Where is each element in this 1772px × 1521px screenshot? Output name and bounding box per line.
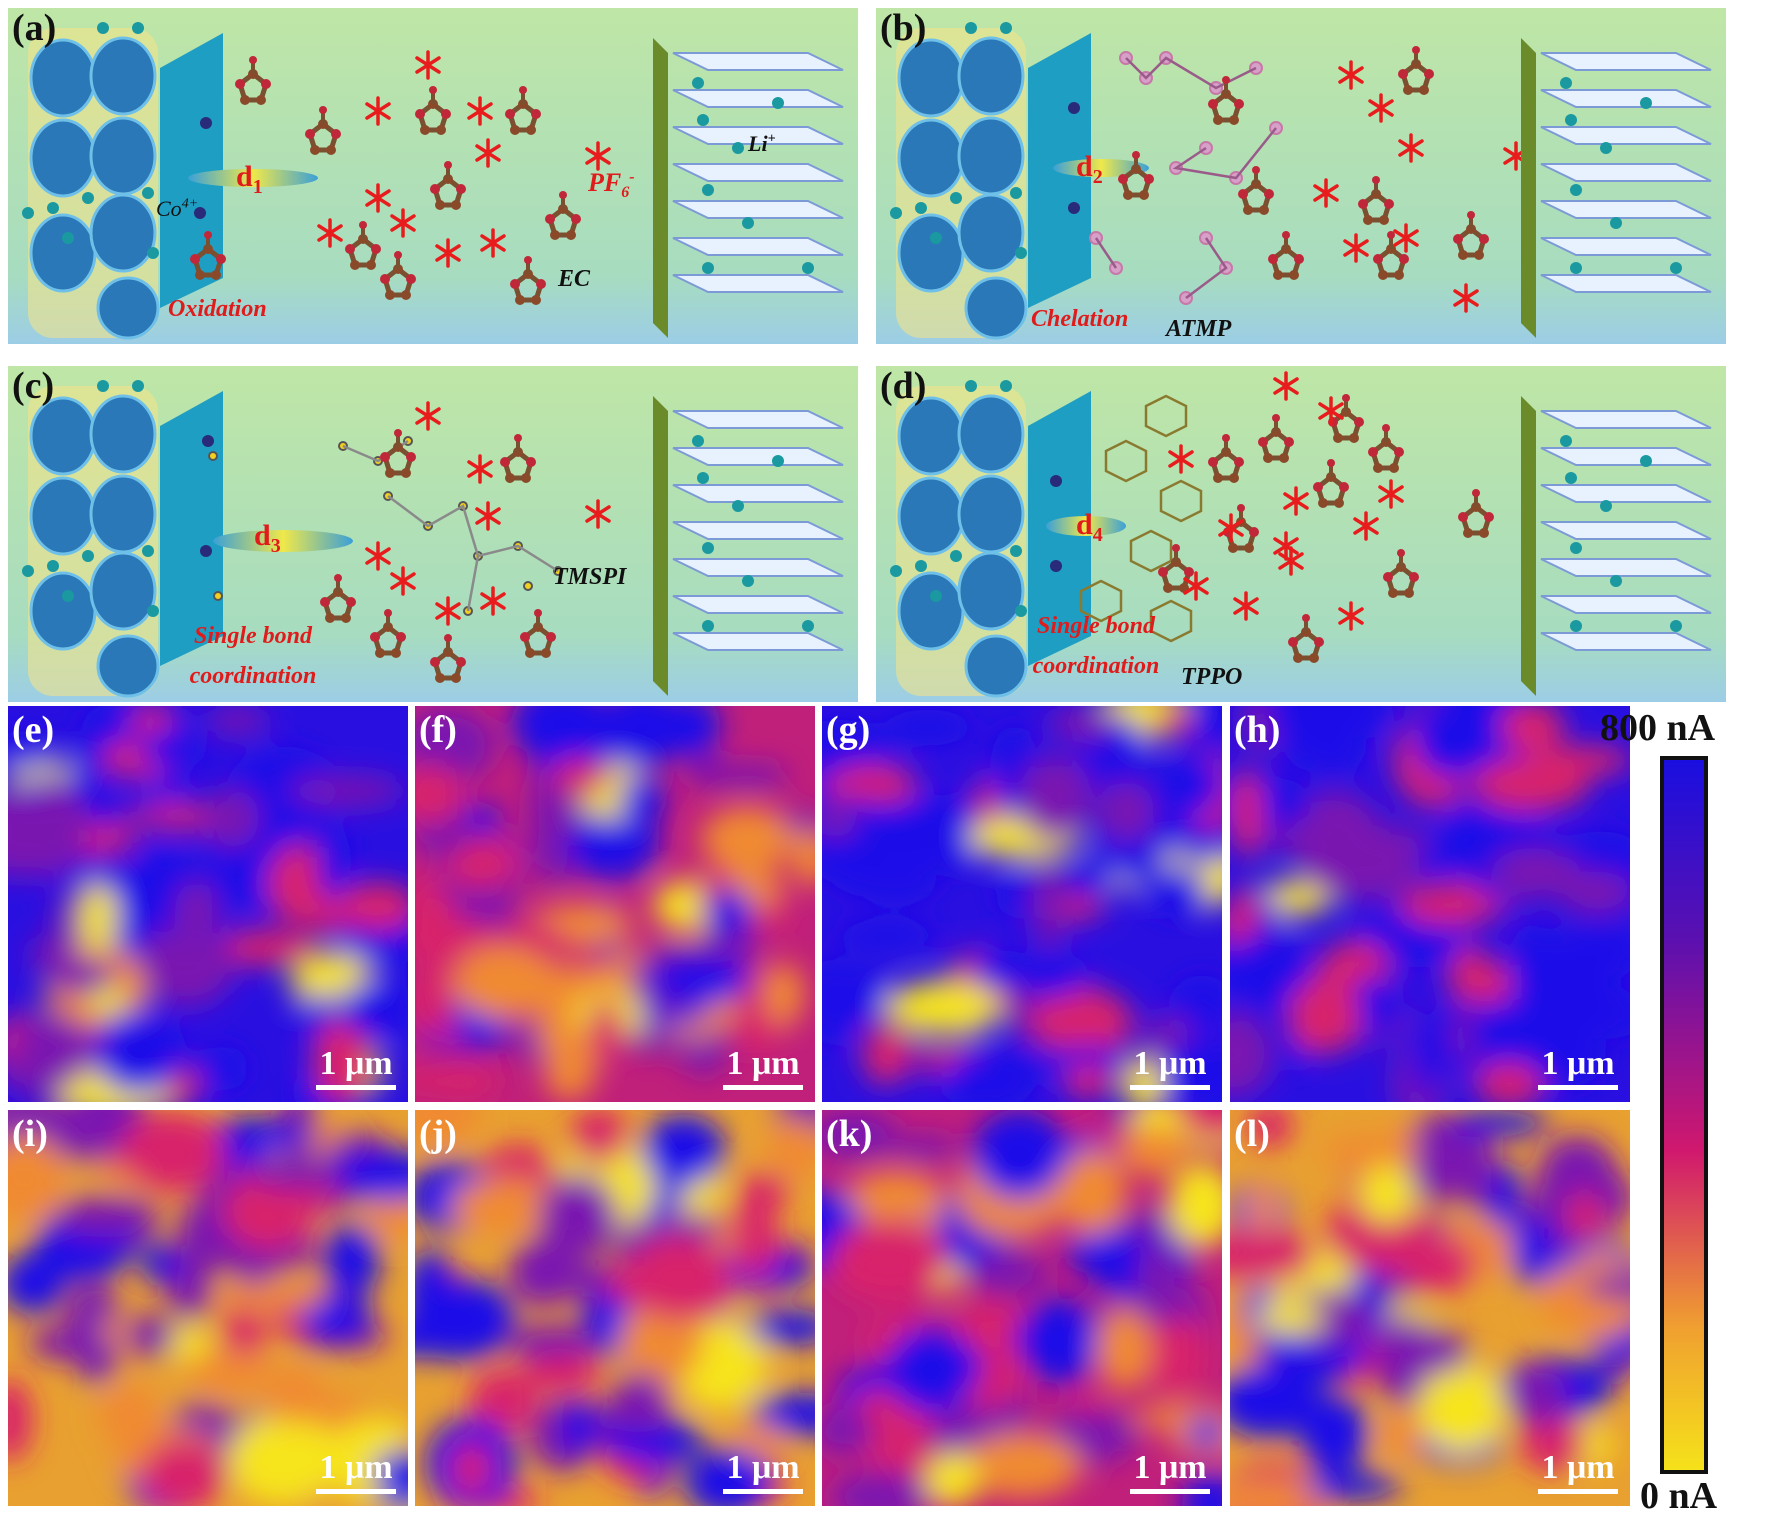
scale-bar-g: 1 μm [1130, 1045, 1210, 1090]
scale-bar-line [316, 1489, 396, 1494]
schematic-panel-b: (b) d2 Chelation ATMP [876, 7, 1726, 344]
distance-sub: 1 [252, 176, 263, 198]
scale-bar-line [723, 1489, 803, 1494]
additive-label-b: ATMP [1166, 316, 1232, 342]
solvent-label: EC [558, 266, 591, 292]
panel-label-d: (d) [880, 365, 927, 407]
panel-label-e: (e) [12, 709, 55, 751]
scale-bar-line [723, 1085, 803, 1090]
additive-label-d: TPPO [1181, 664, 1243, 690]
scale-bar-j: 1 μm [723, 1449, 803, 1494]
panel-label-a: (a) [12, 7, 57, 49]
schematic-panel-d: (d) d4 Single bond coordination TPPO [876, 365, 1726, 702]
additive-label-c: TMSPI [553, 564, 627, 590]
scale-bar-label: 1 μm [726, 1045, 800, 1082]
ion-label: Co4+ [156, 196, 199, 221]
schematic-panel-c: (c) d3 Single bond coordination TMSPI [8, 365, 858, 702]
scale-bar-label: 1 μm [726, 1449, 800, 1486]
scale-bar-label: 1 μm [1541, 1045, 1615, 1082]
mechanism-label-c: Single bond coordination [189, 623, 317, 689]
scale-bar-f: 1 μm [723, 1045, 803, 1090]
scale-bar-h: 1 μm [1538, 1045, 1618, 1090]
colorbar [1660, 756, 1708, 1474]
panel-label-h: (h) [1234, 709, 1281, 751]
panel-label-j: (j) [419, 1113, 457, 1155]
panel-label-c: (c) [12, 365, 55, 407]
scale-bar-label: 1 μm [319, 1449, 393, 1486]
schematic-a-graphic [8, 8, 858, 344]
distance-label-a: d1 [236, 160, 263, 199]
colorbar-min-label: 0 nA [1640, 1475, 1718, 1517]
distance-d: d [236, 160, 253, 193]
scale-bar-line [1130, 1489, 1210, 1494]
li-ion-label: Li+ [748, 131, 776, 156]
mechanism-label-b: Chelation [1031, 306, 1129, 332]
schematic-b-graphic [876, 8, 1726, 344]
scale-bar-i: 1 μm [316, 1449, 396, 1494]
current-map-f: (f) 1 μm [415, 706, 815, 1102]
scale-bar-label: 1 μm [319, 1045, 393, 1082]
scale-bar-line [1130, 1085, 1210, 1090]
scale-bar-line [1538, 1489, 1618, 1494]
scale-bar-k: 1 μm [1130, 1449, 1210, 1494]
panel-label-k: (k) [826, 1113, 873, 1155]
schematic-panel-a: (a) d1 Co4+ PF6- Li+ EC Oxidation [8, 7, 858, 344]
panel-label-l: (l) [1234, 1113, 1270, 1155]
distance-label-b: d2 [1076, 150, 1103, 188]
panel-label-b: (b) [880, 7, 927, 49]
scale-bar-l: 1 μm [1538, 1449, 1618, 1494]
mechanism-label-d: Single bond coordination [1032, 613, 1160, 679]
distance-label-d: d4 [1076, 508, 1103, 546]
scale-bar-label: 1 μm [1133, 1045, 1207, 1082]
scale-bar-e: 1 μm [316, 1045, 396, 1090]
colorbar-max-label: 800 nA [1600, 707, 1716, 749]
panel-label-i: (i) [12, 1113, 48, 1155]
current-map-j: (j) 1 μm [415, 1110, 815, 1506]
current-map-l: (l) 1 μm [1230, 1110, 1630, 1506]
scale-bar-label: 1 μm [1133, 1449, 1207, 1486]
schematic-c-graphic [8, 366, 858, 702]
distance-label-c: d3 [254, 519, 281, 557]
current-map-e: (e) 1 μm [8, 706, 408, 1102]
current-map-g: (g) 1 μm [822, 706, 1222, 1102]
current-map-h: (h) 1 μm [1230, 706, 1630, 1102]
scale-bar-label: 1 μm [1541, 1449, 1615, 1486]
current-map-k: (k) 1 μm [822, 1110, 1222, 1506]
mechanism-label-a: Oxidation [168, 296, 267, 322]
scale-bar-line [316, 1085, 396, 1090]
schematic-d-graphic [876, 366, 1726, 702]
panel-label-f: (f) [419, 709, 457, 751]
anion-label: PF6- [588, 168, 635, 202]
current-map-i: (i) 1 μm [8, 1110, 408, 1506]
scale-bar-line [1538, 1085, 1618, 1090]
panel-label-g: (g) [826, 709, 871, 751]
